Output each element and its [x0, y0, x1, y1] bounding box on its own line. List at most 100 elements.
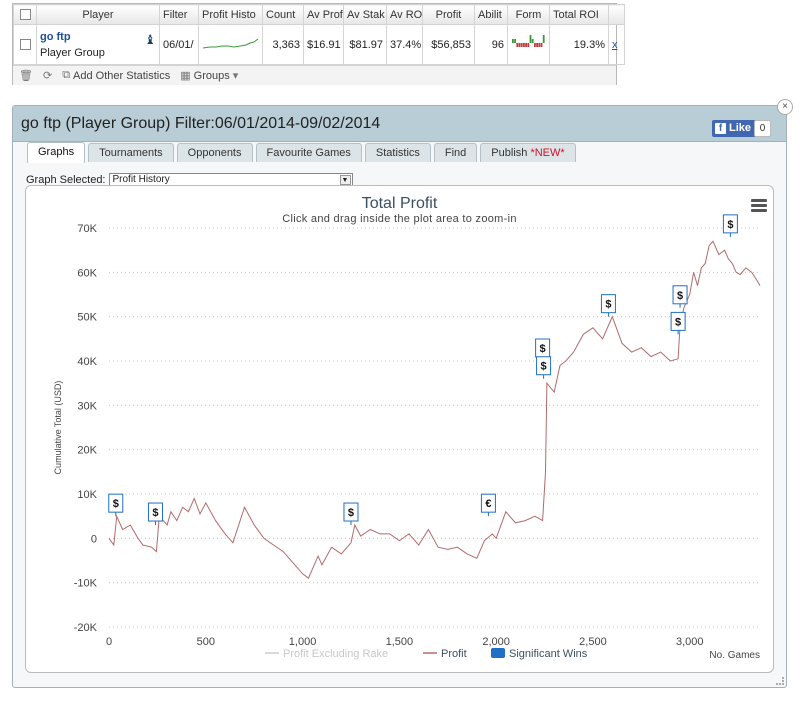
add-stats-icon: ⧉ — [62, 69, 71, 81]
tab-graphs[interactable]: Graphs — [27, 142, 86, 163]
groups-icon: ▦ — [180, 70, 191, 82]
significant-win-marker: $ — [108, 493, 124, 517]
tab-label: Graphs — [38, 146, 75, 158]
tab-publish[interactable]: Publish *NEW* — [480, 143, 576, 162]
column-header-av-profit[interactable]: Av Prof — [303, 4, 344, 25]
av-profit-cell: $16.91 — [303, 24, 344, 65]
like-count: 0 — [754, 120, 771, 137]
form-bar — [542, 35, 545, 43]
x-tick-label: 0 — [106, 636, 112, 648]
form-bar — [512, 39, 514, 43]
significant-win-marker: $ — [147, 502, 163, 526]
column-header-count[interactable]: Count — [262, 4, 304, 25]
significant-win-marker: $ — [722, 214, 738, 237]
y-tick-label: 30K — [77, 400, 97, 412]
stats-table: Player Filter Profit Histo Count Av Prof… — [13, 4, 625, 65]
stats-header-row: Player Filter Profit Histo Count Av Prof… — [13, 4, 625, 25]
player-cell: ♝ go ftp Player Group — [36, 24, 160, 65]
close-button[interactable]: × — [777, 99, 793, 115]
groups-dropdown[interactable]: ▦ Groups ▾ — [180, 69, 238, 83]
row-checkbox[interactable] — [19, 39, 31, 51]
legend-item[interactable]: Significant Wins — [491, 648, 588, 660]
form-bar — [523, 43, 525, 47]
x-tick-label: 1,000 — [289, 636, 317, 648]
profit-series-line — [108, 240, 761, 579]
chart-container[interactable]: -20K -10K 0 10K 20K 30K 40K 50K 60K 70K 0 500 1,000 1… — [25, 185, 774, 673]
marker-label: $ — [727, 219, 733, 231]
column-header-av-roi[interactable]: Av RO — [386, 4, 423, 25]
y-tick-label: 10K — [77, 489, 97, 501]
y-tick-label: 20K — [77, 445, 97, 457]
av-roi-cell: 37.4% — [386, 24, 423, 65]
add-other-statistics-label: Add Other Statistics — [73, 69, 171, 82]
x-tick-label: 500 — [197, 636, 215, 648]
select-all-checkbox[interactable] — [19, 9, 31, 21]
chart-menu-icon[interactable] — [751, 199, 767, 214]
y-tick-label: 0 — [91, 533, 97, 545]
y-tick-label: -20K — [74, 622, 98, 634]
y-axis-label: Cumulative Total (USD) — [53, 381, 63, 475]
column-header-player[interactable]: Player — [36, 4, 160, 25]
profit-sparkline — [202, 38, 259, 49]
significant-win-marker: $ — [670, 311, 686, 335]
resize-handle[interactable] — [776, 677, 784, 685]
count-cell: 3,363 — [262, 24, 304, 65]
marker-box — [147, 502, 163, 522]
tab-find[interactable]: Find — [433, 143, 478, 162]
groups-label: Groups — [193, 69, 230, 82]
total-roi-cell: 19.3% — [549, 24, 609, 65]
player-stats-panel: Player Filter Profit Histo Count Av Prof… — [12, 3, 625, 85]
form-bar — [520, 43, 523, 47]
form-bar — [540, 43, 543, 47]
like-label: Like — [728, 122, 751, 134]
stats-toolbar: 🗑 ⟳ ⧉ Add Other Statistics ▦ Groups ▾ — [13, 65, 616, 85]
y-tick-label: 40K — [77, 356, 97, 368]
column-header-av-stake[interactable]: Av Stak — [343, 4, 387, 25]
chart-legend: Profit Excluding Rake Profit Significant W… — [265, 648, 588, 660]
table-row: ♝ go ftp Player Group 06/01/ 3,363 $16.9… — [13, 24, 625, 65]
row-checkbox-cell[interactable] — [13, 24, 37, 65]
x-axis-label: No. Games — [709, 650, 760, 661]
trash-icon[interactable]: 🗑 — [19, 70, 33, 82]
facebook-like-button[interactable]: f Like — [711, 120, 757, 137]
legend-label: Significant Wins — [509, 648, 588, 660]
x-tick-label: 1,500 — [386, 636, 414, 648]
legend-label: Profit — [441, 648, 467, 660]
tab-tournaments[interactable]: Tournaments — [88, 143, 174, 162]
tab-opponents[interactable]: Opponents — [176, 143, 253, 162]
legend-item[interactable]: Profit Excluding Rake — [265, 648, 388, 660]
new-badge: *NEW* — [530, 147, 565, 159]
column-header-total-roi[interactable]: Total ROI — [549, 4, 609, 25]
tab-label: Publish — [491, 147, 528, 159]
marker-label: $ — [677, 290, 683, 302]
column-header-filter[interactable]: Filter — [159, 4, 199, 25]
column-header-remove — [608, 4, 625, 25]
profit-chart[interactable]: -20K -10K 0 10K 20K 30K 40K 50K 60K 70K 0 500 1,000 1… — [26, 186, 774, 673]
legend-item[interactable]: Profit — [423, 648, 467, 660]
column-header-profit-history[interactable]: Profit Histo — [198, 4, 263, 25]
column-header-profit[interactable]: Profit — [422, 4, 475, 25]
player-name-link[interactable]: go ftp — [40, 30, 71, 43]
marker-box — [722, 214, 738, 234]
marker-box — [672, 285, 688, 305]
ability-cell: 96 — [474, 24, 508, 65]
legend-swatch — [491, 648, 505, 658]
dropdown-arrow-icon: ▼ — [339, 175, 351, 185]
tab-label: Favourite Games — [266, 147, 351, 159]
column-header-form[interactable]: Form — [507, 4, 550, 25]
tab-statistics[interactable]: Statistics — [364, 143, 431, 162]
select-all-checkbox-cell[interactable] — [13, 4, 37, 25]
y-tick-label: 60K — [77, 267, 97, 279]
form-cell — [507, 24, 550, 65]
remove-row-link[interactable]: x — [612, 38, 618, 51]
profit-cell: $56,853 — [422, 24, 475, 65]
form-bar — [516, 43, 519, 47]
window-title: go ftp (Player Group) Filter:06/01/2014-… — [21, 115, 381, 132]
tab-favourite-games[interactable]: Favourite Games — [255, 143, 362, 162]
form-bar — [534, 43, 536, 47]
marker-box — [670, 311, 686, 331]
y-tick-label: 50K — [77, 312, 97, 324]
column-header-ability[interactable]: Abilit — [474, 4, 508, 25]
add-other-statistics-button[interactable]: ⧉ Add Other Statistics — [62, 69, 170, 82]
refresh-icon[interactable]: ⟳ — [42, 70, 53, 82]
